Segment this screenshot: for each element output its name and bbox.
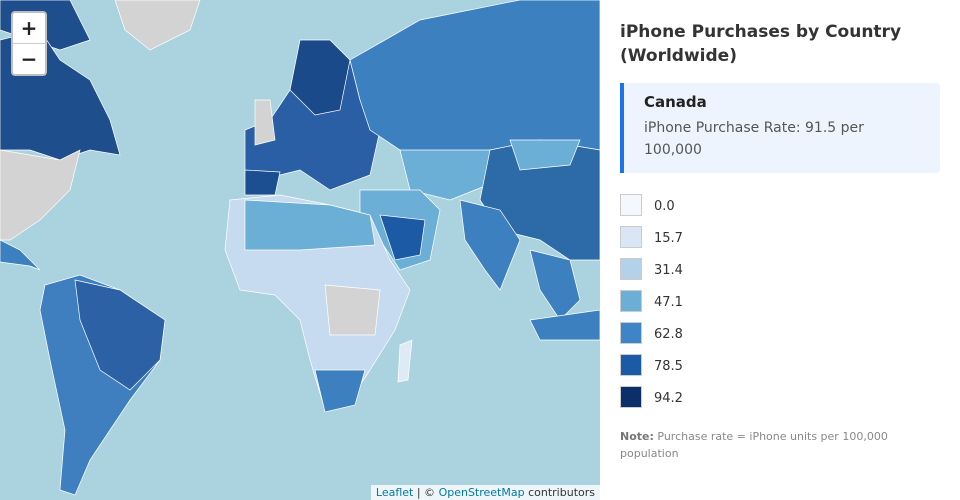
legend-swatch <box>620 354 642 376</box>
country[interactable] <box>244 169 281 196</box>
note-text: Purchase rate = iPhone units per 100,000… <box>620 430 888 460</box>
legend-label: 62.8 <box>654 327 683 342</box>
country-name: Canada <box>644 93 707 111</box>
country[interactable] <box>397 339 413 383</box>
legend-item: 78.5 <box>620 354 683 386</box>
country[interactable] <box>314 369 366 413</box>
legend-label: 0.0 <box>654 199 675 214</box>
country[interactable] <box>529 249 581 321</box>
legend-item: 15.7 <box>620 226 683 258</box>
panel-title: iPhone Purchases by Country (Worldwide) <box>620 22 902 66</box>
legend-item: 0.0 <box>620 194 683 226</box>
map-shapes <box>0 0 600 496</box>
legend-label: 31.4 <box>654 263 683 278</box>
legend-swatch <box>620 194 642 216</box>
osm-link[interactable]: OpenStreetMap <box>438 486 525 499</box>
leaflet-link[interactable]: Leaflet <box>375 486 414 499</box>
legend-label: 78.5 <box>654 359 683 374</box>
attribution-text: contributors <box>528 486 595 499</box>
zoom-in[interactable]: + <box>13 13 45 44</box>
zoom-out[interactable]: − <box>20 47 38 71</box>
country[interactable] <box>0 149 81 241</box>
country[interactable] <box>349 0 600 161</box>
note-label: Note: <box>620 430 654 443</box>
country[interactable] <box>399 149 501 201</box>
legend-item: 31.4 <box>620 258 683 290</box>
legend-swatch <box>620 386 642 408</box>
map[interactable]: + − Leaflet | © OpenStreetMap contributo… <box>0 0 600 500</box>
country-rate: iPhone Purchase Rate: 91.5 per 100,000 <box>644 120 864 158</box>
legend-label: 94.2 <box>654 391 683 406</box>
country[interactable] <box>509 139 581 171</box>
legend-item: 62.8 <box>620 322 683 354</box>
country[interactable] <box>459 199 521 291</box>
legend: 0.0 15.7 31.4 47.1 62.8 78.5 94.2 <box>620 194 683 418</box>
country[interactable] <box>529 309 600 341</box>
country[interactable] <box>324 284 381 336</box>
country[interactable] <box>74 279 166 391</box>
legend-label: 15.7 <box>654 231 683 246</box>
info-box: Canada iPhone Purchase Rate: 91.5 per 10… <box>620 83 940 173</box>
attribution: Leaflet | © OpenStreetMap contributors <box>370 485 600 500</box>
country[interactable] <box>244 199 376 251</box>
country[interactable] <box>379 214 426 261</box>
country[interactable] <box>114 0 201 51</box>
note: Note: Purchase rate = iPhone units per 1… <box>620 428 910 462</box>
attribution-sep: | © <box>416 486 436 499</box>
side-panel: iPhone Purchases by Country (Worldwide) … <box>600 0 960 500</box>
country[interactable] <box>254 99 276 146</box>
country[interactable] <box>0 239 41 271</box>
legend-label: 47.1 <box>654 295 683 310</box>
legend-swatch <box>620 322 642 344</box>
legend-item: 94.2 <box>620 386 683 418</box>
zoom-control: + − <box>11 11 47 76</box>
legend-item: 47.1 <box>620 290 683 322</box>
legend-swatch <box>620 258 642 280</box>
legend-swatch <box>620 226 642 248</box>
legend-swatch <box>620 290 642 312</box>
